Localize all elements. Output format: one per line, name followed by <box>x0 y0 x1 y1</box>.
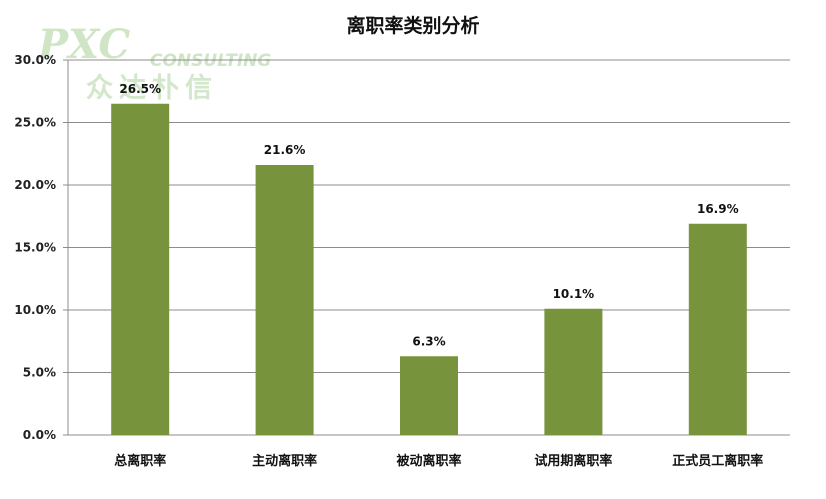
bar <box>111 103 170 435</box>
x-tick-label: 被动离职率 <box>395 453 461 469</box>
x-tick-label: 正式员工离职率 <box>672 453 763 469</box>
y-tick-label: 5.0% <box>23 366 56 380</box>
x-axis-labels: 总离职率 主动离职率 被动离职率 试用期离职率 正式员工离职率 <box>114 453 763 469</box>
watermark-sub: CONSULTING <box>150 51 271 71</box>
bars <box>111 103 747 435</box>
data-label: 16.9% <box>697 202 739 216</box>
pxc-consulting-watermark: PXC CONSULTING 众达朴信 <box>37 21 271 104</box>
y-tick-label: 30.0% <box>14 53 56 67</box>
bar <box>688 223 747 435</box>
x-tick-label: 主动离职率 <box>252 453 317 469</box>
data-label: 21.6% <box>264 143 306 157</box>
y-tick-label: 25.0% <box>14 116 56 130</box>
bar <box>400 356 458 435</box>
y-tick-label: 10.0% <box>14 303 56 317</box>
data-labels: 26.5% 21.6% 6.3% 10.1% 16.9% <box>119 82 738 349</box>
x-tick-label: 试用期离职率 <box>534 453 612 469</box>
data-label: 26.5% <box>119 82 161 96</box>
y-axis-labels: 0.0% 5.0% 10.0% 15.0% 20.0% 25.0% 30.0% <box>14 53 56 442</box>
data-label: 10.1% <box>553 287 595 301</box>
y-tick-label: 15.0% <box>14 241 56 255</box>
watermark-cn: 众达朴信 <box>86 73 218 104</box>
chart-title: 离职率类别分析 <box>346 14 479 37</box>
y-tick-label: 0.0% <box>23 428 56 442</box>
bar <box>544 308 603 435</box>
x-tick-label: 总离职率 <box>114 453 166 469</box>
y-tick-label: 20.0% <box>14 178 56 192</box>
bar <box>255 165 314 435</box>
data-label: 6.3% <box>412 334 445 348</box>
